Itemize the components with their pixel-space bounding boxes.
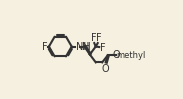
Text: N: N [82, 41, 89, 52]
Text: NH: NH [76, 41, 90, 52]
Text: methyl: methyl [116, 51, 145, 60]
Text: F: F [96, 33, 102, 43]
Text: F: F [42, 41, 48, 52]
Text: F: F [91, 33, 97, 43]
Text: O: O [112, 50, 120, 60]
Text: O: O [102, 64, 109, 74]
Text: F: F [100, 42, 106, 53]
